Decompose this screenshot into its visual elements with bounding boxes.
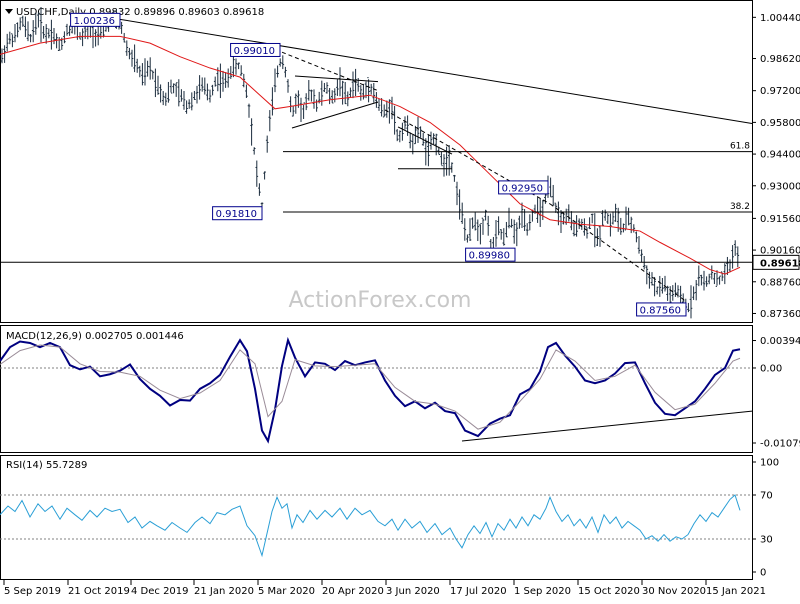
price-annotation-label: 0.92950 bbox=[502, 183, 543, 194]
price-annotation-box bbox=[498, 180, 549, 195]
x-tick-label: 3 Jun 2020 bbox=[386, 586, 440, 597]
x-tick-label: 21 Oct 2019 bbox=[68, 586, 130, 597]
rsi-line bbox=[0, 494, 741, 558]
price-annotation-box bbox=[212, 206, 263, 221]
price-trendline bbox=[119, 18, 753, 125]
price-tick-label: 0.97200 bbox=[760, 86, 800, 97]
price-tick-label: 0.98620 bbox=[760, 54, 800, 65]
price-annotation-label: 0.99010 bbox=[234, 46, 275, 57]
fib-level-label: 61.8 bbox=[730, 142, 750, 152]
macd-header: MACD(12,26,9) 0.002705 0.001446 bbox=[6, 331, 184, 342]
rsi-tick-label: 100 bbox=[760, 458, 779, 469]
macd-signal-line bbox=[0, 344, 741, 430]
price-trendline bbox=[294, 75, 379, 83]
price-trendline bbox=[281, 51, 379, 92]
macd-line bbox=[0, 336, 741, 444]
price-annotation-box bbox=[70, 12, 121, 27]
price-trendline bbox=[384, 109, 551, 205]
price-trendline bbox=[291, 101, 379, 129]
x-tick-label: 15 Oct 2020 bbox=[578, 586, 640, 597]
collapse-arrow-icon[interactable] bbox=[5, 9, 13, 14]
macd-tick-label: -0.010793 bbox=[760, 439, 800, 450]
price-tick-label: 0.91560 bbox=[760, 214, 800, 225]
rsi-header: RSI(14) 55.7289 bbox=[6, 460, 87, 471]
price-tick-label: 0.90160 bbox=[760, 246, 800, 257]
price-tick-label: 0.95800 bbox=[760, 118, 800, 129]
price-panel-frame bbox=[0, 0, 753, 323]
macd-tick-label: 0.003949 bbox=[760, 336, 800, 347]
price-annotation-box bbox=[465, 247, 516, 262]
price-annotation-box bbox=[230, 42, 281, 57]
x-tick-label: 15 Jan 2021 bbox=[706, 586, 766, 597]
price-tick-label: 0.93000 bbox=[760, 181, 800, 192]
price-annotation-label: 0.91810 bbox=[216, 209, 257, 220]
price-bars bbox=[0, 6, 740, 319]
price-tick-label: 0.94400 bbox=[760, 150, 800, 161]
price-tick-label: 0.87360 bbox=[760, 309, 800, 320]
rsi-tick-label: 0 bbox=[760, 568, 766, 579]
last-price-box bbox=[752, 254, 800, 270]
macd-tick-label: 0.00 bbox=[760, 363, 782, 374]
price-annotation-label: 0.89980 bbox=[469, 251, 510, 262]
price-annotation-label: 1.00236 bbox=[74, 16, 115, 27]
x-tick-label: 17 Jul 2020 bbox=[450, 586, 507, 597]
price-header: USDCHF,Daily 0.89832 0.89896 0.89603 0.8… bbox=[16, 7, 264, 18]
last-price-label: 0.89618 bbox=[760, 258, 800, 269]
price-trendline bbox=[397, 126, 453, 155]
rsi-tick-label: 30 bbox=[760, 535, 773, 546]
rsi-tick-label: 70 bbox=[760, 491, 773, 502]
x-tick-label: 20 Apr 2020 bbox=[322, 586, 384, 597]
x-tick-label: 4 Dec 2019 bbox=[131, 586, 189, 597]
price-layer: 1.00440 0.98620 0.97200 0.95800 0.94400 0.930… bbox=[0, 6, 800, 320]
price-tick-label: 1.00440 bbox=[760, 13, 800, 24]
axis-layer: 5 Sep 2019 21 Oct 2019 4 Dec 2019 21 Jan 20… bbox=[3, 580, 766, 597]
macd-panel-frame bbox=[0, 325, 753, 453]
x-tick-label: 21 Jan 2020 bbox=[194, 586, 254, 597]
price-annotation-box bbox=[636, 302, 687, 317]
x-tick-label: 1 Sep 2020 bbox=[514, 586, 571, 597]
rsi-layer: 100 70 30 0 bbox=[0, 458, 779, 579]
fib-level-label: 38.2 bbox=[730, 202, 750, 212]
x-tick-label: 5 Sep 2019 bbox=[4, 586, 61, 597]
price-annotation-label: 0.87560 bbox=[640, 305, 681, 316]
price-tick-label: 0.88760 bbox=[760, 277, 800, 288]
rsi-panel-frame bbox=[0, 455, 753, 580]
macd-layer: 0.003949 0.00 -0.010793 bbox=[0, 336, 800, 450]
x-tick-label: 30 Nov 2020 bbox=[642, 586, 706, 597]
macd-trendline bbox=[461, 410, 753, 442]
watermark: ActionForex.com bbox=[289, 288, 472, 313]
moving-average-line bbox=[0, 35, 741, 275]
x-tick-label: 5 Mar 2020 bbox=[258, 586, 315, 597]
